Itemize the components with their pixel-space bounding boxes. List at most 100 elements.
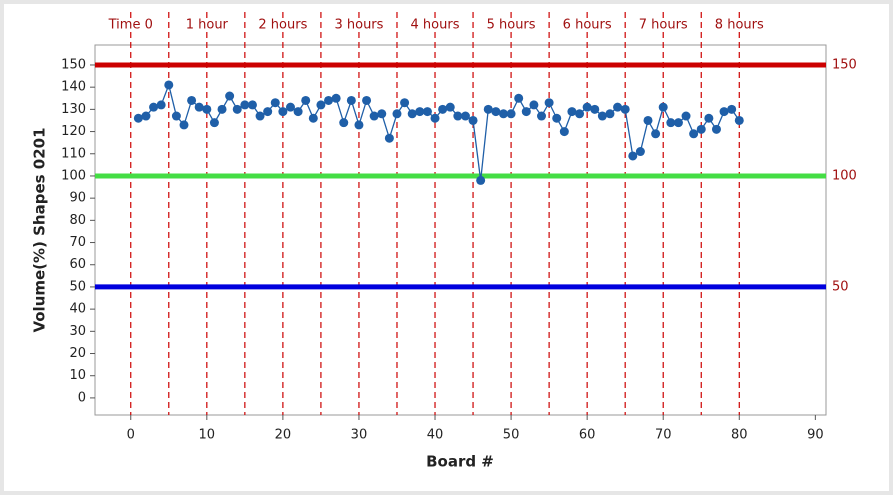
- data-point: [552, 113, 562, 123]
- data-point: [392, 109, 402, 119]
- time-label: 2 hours: [258, 18, 307, 33]
- data-point: [711, 124, 721, 134]
- data-point: [544, 98, 554, 108]
- data-point: [590, 104, 600, 114]
- data-point: [270, 98, 280, 108]
- data-point: [133, 113, 143, 123]
- time-label: 4 hours: [411, 18, 460, 33]
- data-point: [308, 113, 318, 123]
- y-tick-label: 90: [69, 191, 86, 206]
- y-axis-label: Volume(%) Shapes 0201: [31, 127, 49, 332]
- data-point: [247, 100, 257, 110]
- y-tick-label: 70: [69, 235, 86, 250]
- data-point: [666, 118, 676, 128]
- x-tick-label: 50: [503, 428, 520, 443]
- data-point: [400, 98, 410, 108]
- data-point: [179, 120, 189, 130]
- data-point: [194, 102, 204, 112]
- y-tick-label: 40: [69, 302, 86, 317]
- data-point: [240, 100, 250, 110]
- data-point: [734, 115, 744, 125]
- data-point: [438, 104, 448, 114]
- y-tick-label: 130: [61, 102, 86, 117]
- x-tick-label: 40: [427, 428, 444, 443]
- data-point: [681, 111, 691, 121]
- x-axis-label: Board #: [426, 453, 494, 471]
- data-point: [628, 151, 638, 161]
- time-label: 7 hours: [639, 18, 688, 33]
- data-point: [232, 104, 242, 114]
- time-label: Time 0: [108, 18, 153, 33]
- x-tick-label: 70: [655, 428, 672, 443]
- data-point: [171, 111, 181, 121]
- y-tick-label: 10: [69, 368, 86, 383]
- reference-label: 50: [832, 279, 849, 294]
- x-tick-label: 30: [351, 428, 368, 443]
- data-point: [597, 111, 607, 121]
- data-point: [301, 95, 311, 105]
- data-point: [415, 107, 425, 117]
- data-point: [377, 109, 387, 119]
- data-point: [704, 113, 714, 123]
- data-point: [141, 111, 151, 121]
- data-point: [384, 133, 394, 143]
- data-point: [613, 102, 623, 112]
- data-point: [521, 107, 531, 117]
- data-point: [620, 104, 630, 114]
- y-tick-label: 140: [61, 80, 86, 95]
- time-label: 5 hours: [487, 18, 536, 33]
- x-tick-label: 0: [127, 428, 135, 443]
- reference-label: 100: [832, 168, 857, 183]
- time-label: 6 hours: [563, 18, 612, 33]
- data-point: [164, 80, 174, 90]
- data-point: [719, 107, 729, 117]
- data-point: [476, 175, 486, 185]
- data-point: [285, 102, 295, 112]
- y-tick-label: 60: [69, 257, 86, 272]
- data-point: [605, 109, 615, 119]
- data-point: [529, 100, 539, 110]
- data-point: [506, 109, 516, 119]
- data-point: [673, 118, 683, 128]
- data-point: [422, 107, 432, 117]
- data-point: [468, 115, 478, 125]
- data-point: [582, 102, 592, 112]
- data-point: [293, 107, 303, 117]
- data-point: [346, 95, 356, 105]
- time-label: 8 hours: [715, 18, 764, 33]
- data-point: [225, 91, 235, 101]
- y-tick-label: 120: [61, 124, 86, 139]
- data-point: [658, 102, 668, 112]
- data-point: [696, 124, 706, 134]
- plot-area: [94, 44, 827, 416]
- data-point: [430, 113, 440, 123]
- data-point: [491, 107, 501, 117]
- x-tick-label: 20: [275, 428, 292, 443]
- y-tick-label: 20: [69, 346, 86, 361]
- data-point: [209, 118, 219, 128]
- data-point: [643, 115, 653, 125]
- x-tick-label: 80: [731, 428, 748, 443]
- time-label: 1 hour: [186, 18, 229, 33]
- data-point: [362, 95, 372, 105]
- data-point: [689, 129, 699, 139]
- data-point: [537, 111, 547, 121]
- data-point: [498, 109, 508, 119]
- x-tick-label: 60: [579, 428, 596, 443]
- data-point: [445, 102, 455, 112]
- data-point: [483, 104, 493, 114]
- data-point: [156, 100, 166, 110]
- y-tick-label: 0: [78, 390, 86, 405]
- data-point: [559, 127, 569, 137]
- data-point: [149, 102, 159, 112]
- data-point: [217, 104, 227, 114]
- data-point: [354, 120, 364, 130]
- data-point: [635, 147, 645, 157]
- data-point: [339, 118, 349, 128]
- data-point: [331, 93, 341, 103]
- data-point: [727, 104, 737, 114]
- data-point: [460, 111, 470, 121]
- time-label: 3 hours: [334, 18, 383, 33]
